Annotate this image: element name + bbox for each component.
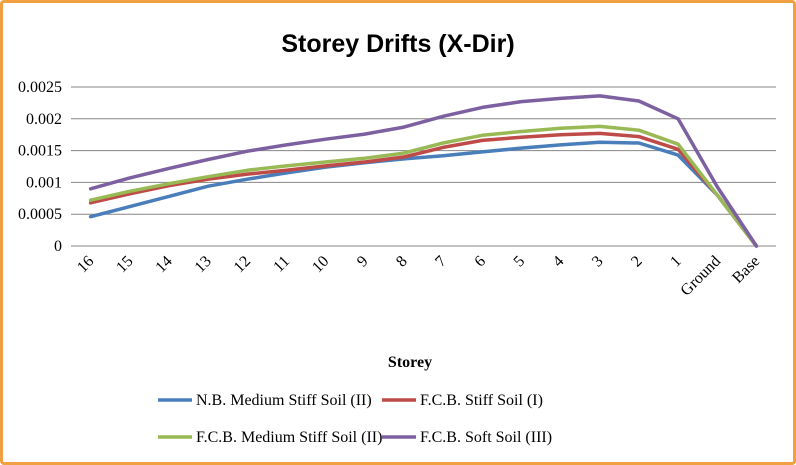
x-tick-label: 9 xyxy=(354,253,372,271)
y-tick-label: 0.0025 xyxy=(18,79,62,96)
y-tick-label: 0.001 xyxy=(26,174,62,191)
legend-item: F.C.B. Medium Stiff Soil (II) xyxy=(158,429,382,446)
y-axis: 0 0.0005 0.001 0.0015 0.002 0.0025 xyxy=(18,79,62,255)
x-tick-label: Base xyxy=(729,253,763,287)
legend-item: F.C.B. Stiff Soil (I) xyxy=(382,392,543,409)
x-tick-label: 8 xyxy=(393,253,411,271)
x-tick-label: 12 xyxy=(231,253,254,276)
x-axis-title: Storey xyxy=(388,354,432,371)
x-tick-label: 13 xyxy=(192,253,215,276)
x-tick-label: 5 xyxy=(511,253,529,271)
x-tick-label: 14 xyxy=(152,253,175,276)
legend: N.B. Medium Stiff Soil (II) F.C.B. Stiff … xyxy=(158,392,552,446)
legend-label: F.C.B. Soft Soil (III) xyxy=(420,429,552,446)
chart-title: Storey Drifts (X-Dir) xyxy=(281,30,514,58)
x-tick-label: 3 xyxy=(589,253,607,271)
x-tick-label: Ground xyxy=(677,253,724,300)
x-tick-label: 4 xyxy=(550,253,568,271)
x-tick-label: 7 xyxy=(432,253,450,271)
y-tick-label: 0.0015 xyxy=(18,143,62,160)
x-tick-label: 15 xyxy=(113,253,136,276)
legend-label: N.B. Medium Stiff Soil (II) xyxy=(196,392,372,409)
plot-area xyxy=(88,94,759,248)
y-tick-label: 0.0005 xyxy=(18,206,62,223)
series-line-1 xyxy=(88,140,759,248)
legend-item: N.B. Medium Stiff Soil (II) xyxy=(158,392,372,409)
x-tick-label: 2 xyxy=(628,253,646,271)
y-tick-label: 0 xyxy=(54,238,62,255)
legend-label: F.C.B. Medium Stiff Soil (II) xyxy=(196,429,382,446)
legend-item: F.C.B. Soft Soil (III) xyxy=(382,429,552,446)
x-tick-label: 11 xyxy=(270,253,293,276)
legend-label: F.C.B. Stiff Soil (I) xyxy=(420,392,543,409)
series-line-4 xyxy=(88,94,759,248)
y-tick-label: 0.002 xyxy=(26,111,62,128)
x-tick-label: 16 xyxy=(74,253,97,276)
x-tick-label: 10 xyxy=(309,253,332,276)
x-tick-label: 6 xyxy=(471,253,489,271)
series-line-3 xyxy=(88,124,759,248)
series-line-2 xyxy=(88,131,759,248)
x-tick-label: 1 xyxy=(667,253,685,271)
